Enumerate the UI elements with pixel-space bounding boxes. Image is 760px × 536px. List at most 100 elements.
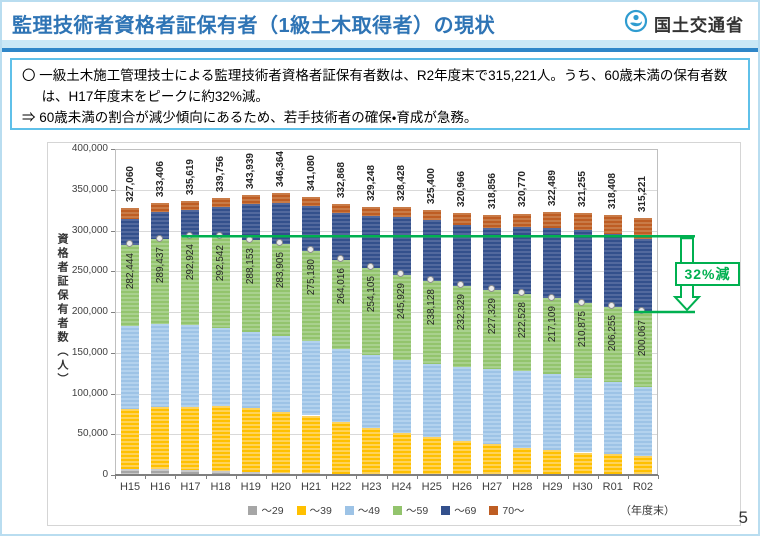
bar-segment-～59 <box>121 244 140 327</box>
bar-segment-～49 <box>121 326 140 410</box>
bar-segment-～69 <box>392 217 411 275</box>
total-value-label: 333,406 <box>154 161 166 198</box>
total-value-label: 335,619 <box>184 159 196 196</box>
page-number: 5 <box>738 508 748 527</box>
total-value-label: 327,060 <box>124 166 136 203</box>
legend-label: ～49 <box>357 505 380 517</box>
under60-value-label: 200,067 <box>637 319 649 357</box>
bar-segment-～59 <box>271 243 290 337</box>
under60-value-label: 275,180 <box>305 258 317 295</box>
bar-segment-～39 <box>392 432 411 475</box>
x-axis-label: H15 <box>119 481 141 493</box>
legend-label: 70～ <box>502 505 525 517</box>
bar-segment-～69 <box>483 227 502 290</box>
page-title: 監理技術者資格者証保有者（1級土木取得者）の現状 <box>12 15 496 37</box>
x-tick-mark <box>386 475 388 479</box>
y-gridline <box>115 434 658 436</box>
under60-marker <box>517 289 525 297</box>
y-tick-label: 0 <box>102 469 108 480</box>
x-tick-mark <box>446 475 448 479</box>
bar-segment-～39 <box>121 409 140 470</box>
legend-swatch-icon <box>441 506 451 515</box>
under60-value-label: 238,128 <box>426 288 438 326</box>
bar-segment-70～ <box>392 207 411 218</box>
bar-segment-～69 <box>332 212 351 260</box>
x-tick-mark <box>235 475 237 479</box>
under60-value-label: 206,255 <box>607 314 619 352</box>
decline-annotation-label: 32%減 <box>675 262 740 287</box>
x-tick-mark <box>567 475 569 479</box>
x-axis-label: H18 <box>210 481 231 493</box>
total-value-label: 343,939 <box>245 152 257 189</box>
total-value-label: 341,080 <box>305 154 317 192</box>
agency-name: 国土交通省 <box>654 16 744 35</box>
bar-segment-～49 <box>422 364 441 438</box>
bar-segment-～49 <box>211 327 230 407</box>
under60-marker <box>457 281 465 289</box>
bar-segment-～69 <box>241 204 260 241</box>
bar-segment-～59 <box>151 239 170 325</box>
bar-segment-～49 <box>302 341 321 416</box>
under60-marker <box>336 255 344 263</box>
bar-segment-～39 <box>151 407 170 470</box>
y-tick-mark <box>111 189 115 191</box>
bar-segment-～59 <box>543 298 562 375</box>
bar-segment-～49 <box>332 349 351 423</box>
total-value-label: 346,364 <box>275 150 287 187</box>
bar-segment-～39 <box>543 449 562 475</box>
under60-marker <box>246 235 254 243</box>
under60-value-label: 289,437 <box>154 247 166 284</box>
bar-segment-70～ <box>573 213 592 231</box>
bar-segment-～69 <box>422 220 441 281</box>
legend-item: ～29 <box>248 503 284 518</box>
bar-segment-～49 <box>543 374 562 450</box>
bar-segment-70～ <box>151 203 170 212</box>
bar-segment-～39 <box>211 406 230 471</box>
y-tick-label: 200,000 <box>71 306 108 317</box>
bar-segment-～49 <box>483 369 502 445</box>
bar-segment-～39 <box>271 412 290 473</box>
bar-segment-～39 <box>483 444 502 475</box>
x-axis-label: H20 <box>270 481 291 493</box>
bar-segment-～29 <box>121 469 140 475</box>
total-value-label: 322,489 <box>546 170 558 207</box>
summary-line-2: ⇒ 60歳未満の割合が減少傾向にあるため、若手技術者の確保・育成が急務。 <box>22 109 478 125</box>
total-value-label: 329,248 <box>365 164 377 201</box>
total-value-label: 318,856 <box>486 172 498 210</box>
bar-segment-～69 <box>633 238 652 312</box>
x-tick-mark <box>356 475 358 479</box>
x-axis-label: H21 <box>300 481 322 493</box>
x-axis-label: H24 <box>391 481 412 493</box>
bar-segment-70～ <box>633 218 652 239</box>
legend-swatch-icon <box>393 506 402 515</box>
bar-segment-～39 <box>241 408 260 472</box>
bar-segment-～29 <box>181 469 200 475</box>
legend-swatch-icon <box>489 506 499 515</box>
legend-label: ～39 <box>309 505 332 517</box>
y-tick-mark <box>111 230 115 232</box>
bar-segment-～29 <box>241 471 260 475</box>
y-tick-label: 250,000 <box>71 265 108 277</box>
legend-label: ～29 <box>261 505 284 517</box>
bar-segment-～29 <box>271 472 290 475</box>
bar-segment-～69 <box>603 234 622 307</box>
bar-segment-～49 <box>452 367 471 441</box>
bar-segment-～49 <box>151 324 170 408</box>
y-tick-mark <box>111 149 115 150</box>
legend-swatch-icon <box>248 506 258 515</box>
chart-legend: ～29 ～39 ～49 ～59 ～69 70～ <box>115 503 658 518</box>
under60-value-label: 292,542 <box>215 244 227 281</box>
bar-segment-70～ <box>543 212 562 228</box>
bar-segment-～59 <box>211 236 230 328</box>
legend-item: ～59 <box>393 503 428 518</box>
bar-segment-～59 <box>362 267 381 355</box>
bar-segment-～69 <box>121 218 140 245</box>
under60-marker <box>427 276 435 284</box>
bar-segment-～69 <box>362 216 381 268</box>
y-tick-label: 150,000 <box>71 346 108 358</box>
bar-segment-～39 <box>603 453 622 475</box>
bar-segment-～69 <box>181 209 200 237</box>
y-axis-title: 資格者証保有者数（人） <box>56 233 68 387</box>
bar-segment-～69 <box>271 202 290 244</box>
